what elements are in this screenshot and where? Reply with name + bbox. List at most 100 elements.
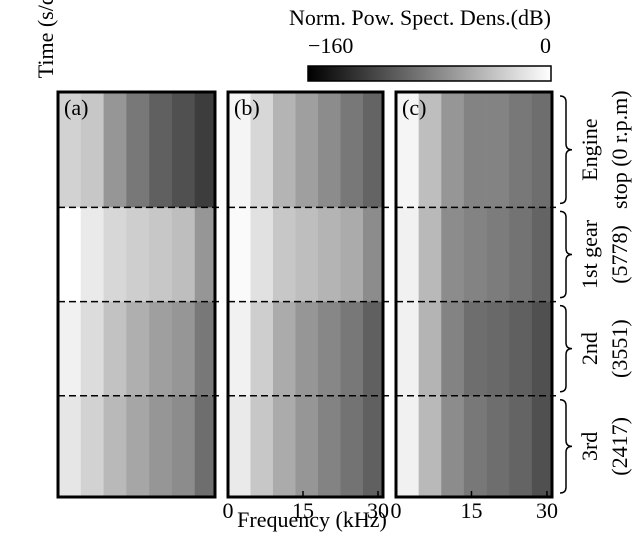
heatmap-cell [171, 207, 196, 302]
colorbar-tick-label: −160 [308, 33, 353, 58]
heatmap-cell [273, 395, 296, 498]
heatmap-cell [149, 92, 173, 208]
heatmap-cell [509, 301, 533, 397]
heatmap-cell [531, 395, 553, 498]
heatmap-cell [171, 301, 196, 397]
colorbar [307, 65, 552, 82]
heatmap-cell [418, 395, 442, 498]
heatmap-cell [396, 92, 419, 208]
heatmap-cell [80, 207, 104, 302]
heatmap-cell [103, 207, 127, 302]
heatmap-cell [273, 92, 296, 208]
heatmap-cell [250, 301, 274, 397]
heatmap-cell [273, 301, 296, 397]
heatmap-cell [509, 92, 533, 208]
colorbar-label: Norm. Pow. Spect. Dens.(dB) [289, 5, 551, 30]
heatmap-cell [396, 207, 419, 302]
heatmap-cell [463, 92, 487, 208]
panel-title: (a) [64, 95, 88, 120]
segment-brace [559, 304, 573, 393]
segment-brace [559, 399, 573, 494]
heatmap-cell [363, 395, 384, 498]
heatmap-cell [486, 301, 510, 397]
heatmap-cell [250, 207, 274, 302]
heatmap-cell [340, 92, 364, 208]
heatmap-cell [103, 301, 127, 397]
heatmap-cell [194, 92, 216, 208]
x-axis-label: Frequency (kHz) [237, 507, 387, 532]
segment-label: (5778) [607, 225, 632, 284]
heatmap-cell [126, 301, 150, 397]
heatmap-cell [509, 207, 533, 302]
heatmap-cell [340, 207, 364, 302]
heatmap-cell [396, 301, 419, 397]
heatmap-cell [363, 301, 384, 397]
heatmap-cell [58, 207, 82, 302]
heatmap-cell [58, 301, 82, 397]
heatmap-cell [441, 207, 465, 302]
heatmap-cell [531, 207, 553, 302]
heatmap-cell [363, 207, 384, 302]
segment-brace [559, 95, 573, 205]
x-tick-label: 0 [391, 498, 402, 523]
heatmap-cell [194, 301, 216, 397]
heatmap-cell [194, 395, 216, 498]
x-tick-label: 15 [460, 498, 482, 523]
heatmap-cell [250, 395, 274, 498]
heatmap-cell [463, 207, 487, 302]
colorbar-tick-label: 0 [540, 33, 551, 58]
heatmap-cell [340, 395, 364, 498]
heatmap-cell [295, 92, 319, 208]
heatmap-cell [194, 207, 216, 302]
x-tick-label: 30 [367, 498, 389, 523]
heatmap-cell [250, 92, 274, 208]
heatmap-cell [318, 92, 341, 208]
heatmap-cell [126, 395, 150, 498]
panel-frame [56, 90, 217, 499]
heatmap-cell [80, 92, 104, 208]
heatmap-cell [363, 92, 384, 208]
heatmap-cell [463, 301, 487, 397]
panel-frame [394, 90, 554, 499]
heatmap-cell [295, 301, 319, 397]
x-tick-label: 0 [223, 498, 234, 523]
heatmap-cell [486, 207, 510, 302]
heatmap-cell [295, 207, 319, 302]
segment-label: (2417) [607, 417, 632, 476]
segment-label: 3rd [577, 432, 602, 461]
heatmap-cell [171, 92, 196, 208]
panel-frame [226, 90, 385, 499]
heatmap-cell [318, 301, 341, 397]
heatmap-cell [318, 395, 341, 498]
heatmap-cell [418, 207, 442, 302]
heatmap-cell [228, 92, 251, 208]
heatmap-cell [441, 301, 465, 397]
x-tick-label: 30 [536, 498, 558, 523]
heatmap-cell [149, 207, 173, 302]
heatmap-cell [418, 92, 442, 208]
heatmap-cell [318, 207, 341, 302]
heatmap-cell [531, 301, 553, 397]
x-tick-label: 15 [292, 498, 314, 523]
heatmap-cell [396, 395, 419, 498]
heatmap-cell [418, 301, 442, 397]
heatmap-cell [531, 92, 553, 208]
heatmap-cell [103, 92, 127, 208]
heatmap-cell [509, 395, 533, 498]
heatmap-cell [273, 207, 296, 302]
heatmap-cell [295, 395, 319, 498]
heatmap-cell [171, 395, 196, 498]
heatmap-cell [149, 395, 173, 498]
heatmap-cell [463, 395, 487, 498]
segment-brace [559, 210, 573, 299]
heatmap-cell [340, 301, 364, 397]
segment-label: (3551) [607, 319, 632, 378]
heatmap-cell [228, 395, 251, 498]
heatmap-cell [126, 207, 150, 302]
heatmap-cell [441, 395, 465, 498]
segment-label: Engine [577, 119, 602, 181]
segment-label: 2nd [577, 332, 602, 365]
heatmap-cell [103, 395, 127, 498]
heatmap-cell [486, 395, 510, 498]
